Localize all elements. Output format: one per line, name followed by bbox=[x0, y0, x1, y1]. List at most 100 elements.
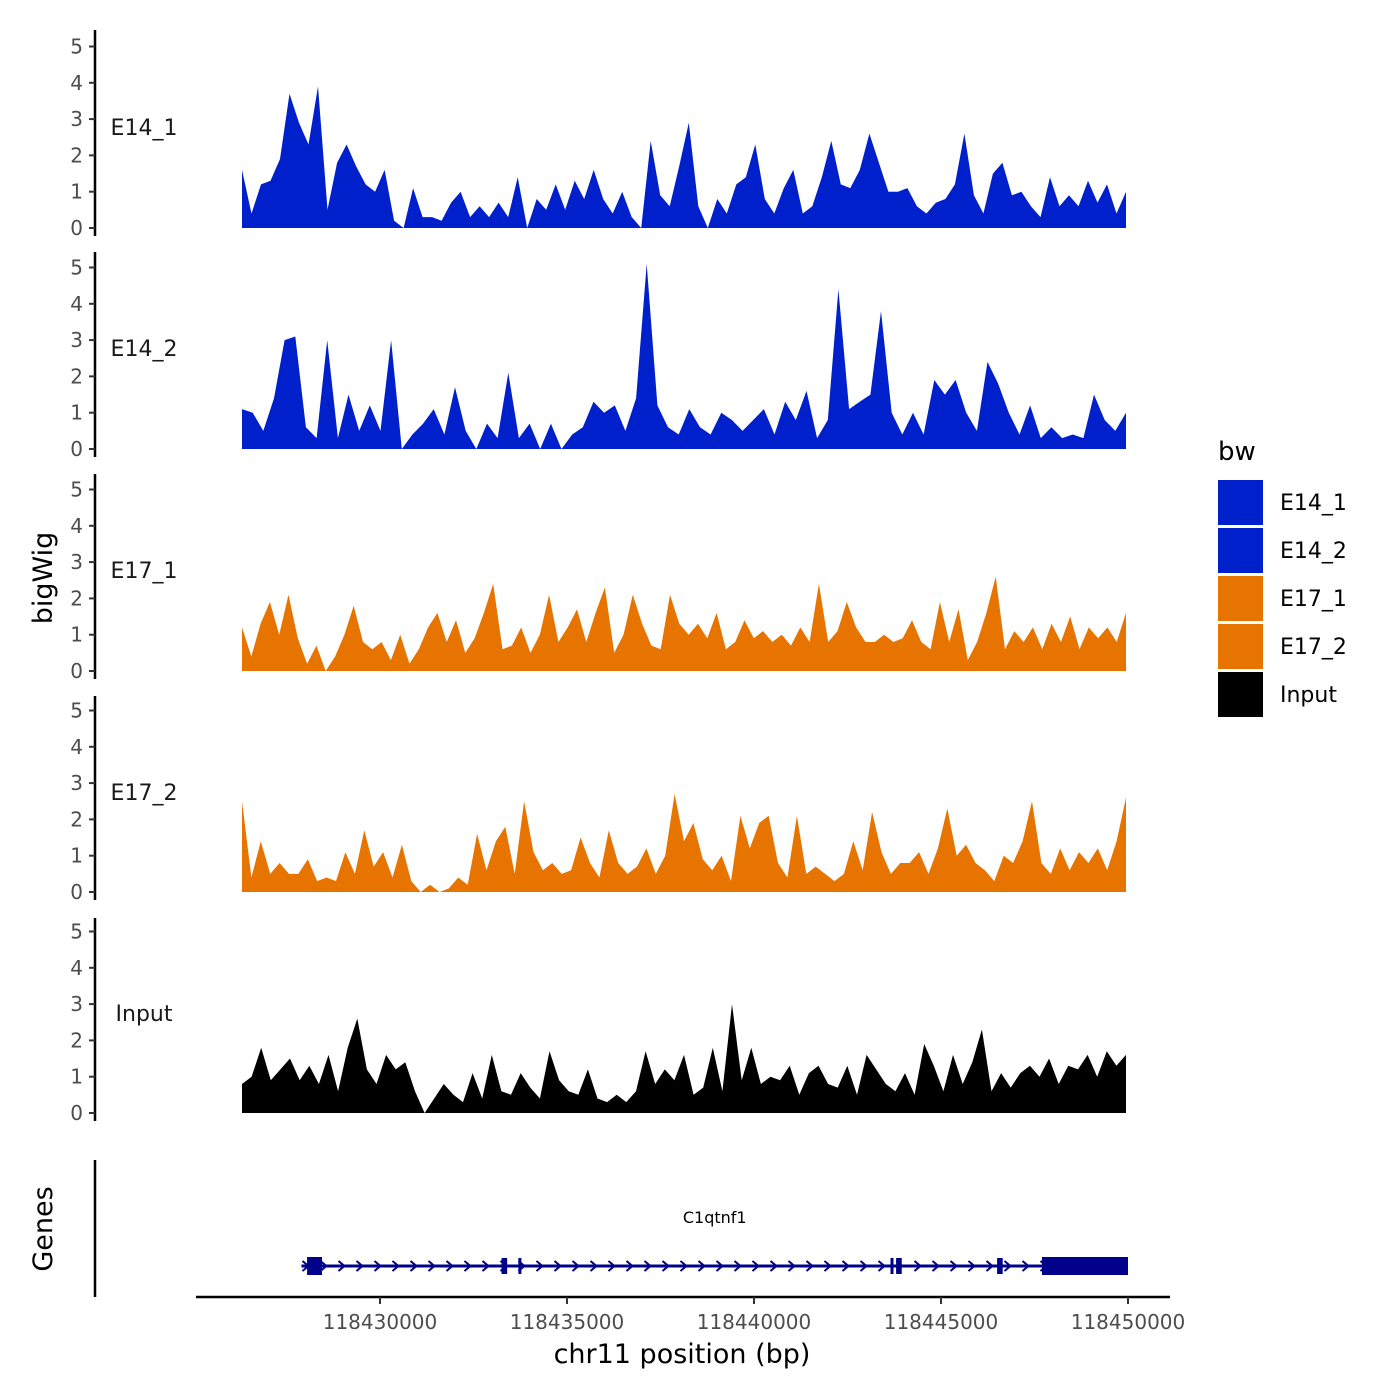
y-tick-label: 3 bbox=[70, 992, 83, 1016]
y-tick-label: 1 bbox=[70, 401, 83, 425]
strand-arrow bbox=[877, 1260, 887, 1272]
legend-label: E17_1 bbox=[1280, 587, 1347, 612]
strand-arrow bbox=[355, 1260, 365, 1272]
y-tick-label: 5 bbox=[70, 256, 83, 280]
gene-exon bbox=[997, 1258, 1003, 1274]
y-tick-label: 5 bbox=[70, 35, 83, 59]
strand-arrow bbox=[787, 1260, 797, 1272]
strand-arrow bbox=[463, 1260, 473, 1272]
coverage-area-e14-1 bbox=[242, 86, 1126, 229]
strand-arrow bbox=[571, 1260, 581, 1272]
gene-name: C1qtnf1 bbox=[683, 1208, 747, 1227]
strand-arrow bbox=[319, 1260, 329, 1272]
y-tick-label: 2 bbox=[70, 143, 83, 167]
coverage-tracks: 0 1 2 3 4 5 E14_1 0 1 2 3 4 5 E14_2 0 1 2 3 4 5 E17_1 0 1 2 3 4 5 E… bbox=[70, 30, 1126, 1125]
coverage-area-input bbox=[242, 1004, 1126, 1113]
gene-exon bbox=[896, 1258, 902, 1274]
y-tick-label: 0 bbox=[70, 880, 83, 904]
strand-arrow bbox=[607, 1260, 617, 1272]
strand-arrow bbox=[553, 1260, 563, 1272]
strand-arrow bbox=[769, 1260, 779, 1272]
strand-arrow bbox=[1021, 1260, 1031, 1272]
x-tick-label: 118430000 bbox=[323, 1310, 438, 1334]
strand-arrow bbox=[733, 1260, 743, 1272]
strand-arrow bbox=[913, 1260, 923, 1272]
y-tick-label: 2 bbox=[70, 807, 83, 831]
y-tick-label: 2 bbox=[70, 1028, 83, 1052]
legend: bw E14_1 E14_2 E17_1 E17_2 Input bbox=[1218, 437, 1347, 717]
track-label: E14_2 bbox=[111, 337, 178, 362]
strand-arrow bbox=[967, 1260, 977, 1272]
track-label: E17_1 bbox=[111, 559, 178, 584]
y-axis-title: bigWig bbox=[28, 532, 59, 625]
y-tick-label: 4 bbox=[70, 735, 83, 759]
gene-exon bbox=[307, 1257, 323, 1275]
y-tick-label: 5 bbox=[70, 478, 83, 502]
track-input: 0 1 2 3 4 5 Input bbox=[70, 918, 1126, 1125]
legend-title: bw bbox=[1218, 437, 1256, 467]
strand-arrow bbox=[697, 1260, 707, 1272]
strand-arrow bbox=[949, 1260, 959, 1272]
strand-arrow bbox=[805, 1260, 815, 1272]
y-tick-label: 4 bbox=[70, 292, 83, 316]
strand-arrow bbox=[373, 1260, 383, 1272]
legend-label: E17_2 bbox=[1280, 635, 1347, 660]
y-tick-label: 0 bbox=[70, 659, 83, 683]
track-e14-1: 0 1 2 3 4 5 E14_1 bbox=[70, 30, 1126, 240]
gene-panel: C1qtnf1 bbox=[93, 1160, 1128, 1297]
y-tick-label: 0 bbox=[70, 216, 83, 240]
coverage-area-e17-1 bbox=[242, 576, 1126, 671]
strand-arrow bbox=[445, 1260, 455, 1272]
gene-exon bbox=[1041, 1257, 1128, 1275]
legend-key bbox=[1218, 480, 1263, 525]
track-label: E14_1 bbox=[111, 116, 178, 141]
y-tick-label: 4 bbox=[70, 514, 83, 538]
y-tick-label: 2 bbox=[70, 586, 83, 610]
strand-arrow bbox=[625, 1260, 635, 1272]
x-tick-label: 118450000 bbox=[1071, 1310, 1186, 1334]
strand-arrow bbox=[337, 1260, 347, 1272]
track-label: Input bbox=[116, 1002, 173, 1027]
y-tick-label: 2 bbox=[70, 364, 83, 388]
legend-key bbox=[1218, 672, 1263, 717]
strand-arrow bbox=[481, 1260, 491, 1272]
y-tick-label: 3 bbox=[70, 107, 83, 131]
y-tick-label: 0 bbox=[70, 1101, 83, 1125]
y-tick-label: 5 bbox=[70, 699, 83, 723]
y-tick-label: 4 bbox=[70, 71, 83, 95]
strand-arrow bbox=[1003, 1260, 1013, 1272]
strand-arrow bbox=[859, 1260, 869, 1272]
track-e17-2: 0 1 2 3 4 5 E17_2 bbox=[70, 696, 1126, 904]
gene-exon bbox=[501, 1258, 508, 1274]
x-axis: 118430000 118435000 118440000 118445000 1184… bbox=[196, 1295, 1186, 1334]
coverage-area-e14-2 bbox=[242, 263, 1126, 449]
strand-arrow bbox=[679, 1260, 689, 1272]
strand-arrow bbox=[643, 1260, 653, 1272]
strand-arrow bbox=[823, 1260, 833, 1272]
y-tick-label: 1 bbox=[70, 844, 83, 868]
y-tick-label: 1 bbox=[70, 1065, 83, 1089]
strand-arrow bbox=[751, 1260, 761, 1272]
strand-arrow bbox=[715, 1260, 725, 1272]
y-tick-label: 3 bbox=[70, 550, 83, 574]
track-e17-1: 0 1 2 3 4 5 E17_1 bbox=[70, 474, 1126, 683]
strand-arrow bbox=[841, 1260, 851, 1272]
y-tick-label: 3 bbox=[70, 328, 83, 352]
gene-exon bbox=[518, 1258, 522, 1274]
strand-arrow bbox=[535, 1260, 545, 1272]
legend-label: E14_2 bbox=[1280, 539, 1347, 564]
track-e14-2: 0 1 2 3 4 5 E14_2 bbox=[70, 252, 1126, 461]
strand-arrow bbox=[985, 1260, 995, 1272]
track-label: E17_2 bbox=[111, 781, 178, 806]
x-tick-label: 118445000 bbox=[884, 1310, 999, 1334]
y-tick-label: 1 bbox=[70, 180, 83, 204]
strand-arrow bbox=[589, 1260, 599, 1272]
strand-arrow bbox=[931, 1260, 941, 1272]
y-tick-label: 5 bbox=[70, 920, 83, 944]
strand-arrow bbox=[661, 1260, 671, 1272]
y-tick-label: 3 bbox=[70, 771, 83, 795]
y-tick-label: 0 bbox=[70, 437, 83, 461]
y-tick-label: 1 bbox=[70, 623, 83, 647]
legend-key bbox=[1218, 576, 1263, 621]
